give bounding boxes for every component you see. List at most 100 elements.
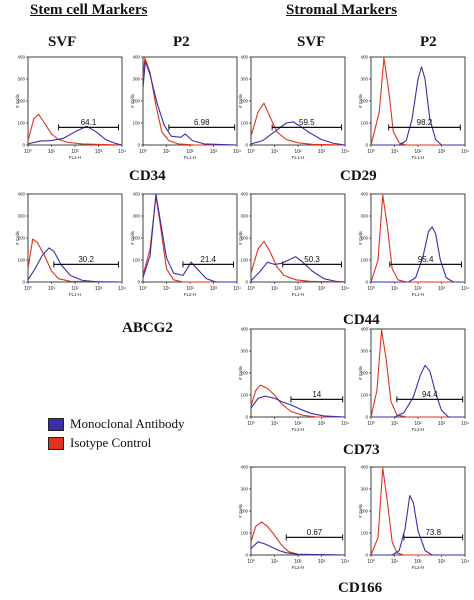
y-tick-label: 400 — [360, 192, 368, 197]
gate-percentage-label: 30.2 — [78, 255, 94, 264]
y-tick-label: 0 — [137, 143, 140, 148]
y-axis-label: # Cells — [358, 365, 363, 380]
x-tick-label: 10⁰ — [367, 286, 375, 292]
x-tick-label: 10¹ — [391, 286, 399, 292]
x-tick-label: 10³ — [438, 149, 446, 155]
gate-percentage-label: 50.3 — [304, 255, 320, 264]
histogram-cd73-svf: 0 100 200 300 400 10⁰ 10¹ 10² 10³ 10⁴ # Cells FL2-H… — [238, 327, 349, 433]
x-tick-label: 10³ — [318, 421, 326, 427]
y-tick-label: 100 — [240, 121, 248, 126]
x-tick-label: 10² — [186, 149, 194, 155]
x-tick-label: 10² — [414, 559, 422, 565]
y-tick-label: 200 — [240, 236, 248, 241]
x-axis-label: FL1-H — [69, 155, 82, 160]
marker-label-cd29: CD29 — [340, 168, 377, 184]
x-tick-label: 10² — [294, 149, 302, 155]
col-label-p2-stem: P2 — [173, 34, 190, 50]
isotype-control-curve — [142, 57, 237, 146]
y-tick-label: 400 — [132, 55, 140, 60]
gate-percentage-label: 94.4 — [422, 390, 438, 399]
y-tick-label: 0 — [365, 143, 368, 148]
x-tick-label: 10⁰ — [247, 149, 255, 155]
marker-label-abcg2: ABCG2 — [122, 320, 173, 336]
x-axis-label: FL1-H — [412, 155, 425, 160]
histogram-cd34-svf: 0 100 200 300 400 10⁰ 10¹ 10² 10³ 10⁴ # Cells FL1-H… — [15, 55, 126, 161]
marker-label-cd166: CD166 — [338, 580, 383, 596]
marker-label-cd73: CD73 — [343, 442, 380, 458]
y-tick-label: 100 — [240, 393, 248, 398]
isotype-control-curve — [142, 195, 237, 283]
x-tick-label: 10² — [414, 286, 422, 292]
y-axis-label: # Cells — [130, 93, 135, 108]
y-tick-label: 0 — [365, 280, 368, 285]
x-tick-label: 10⁰ — [367, 421, 375, 427]
x-tick-label: 10⁰ — [139, 286, 147, 292]
y-tick-label: 0 — [245, 553, 248, 558]
x-tick-label: 10³ — [318, 559, 326, 565]
plot-frame — [370, 56, 466, 146]
y-tick-label: 100 — [17, 258, 25, 263]
x-tick-label: 10¹ — [271, 149, 279, 155]
y-tick-label: 300 — [360, 77, 368, 82]
x-tick-label: 10³ — [95, 286, 103, 292]
y-tick-label: 200 — [132, 99, 140, 104]
x-tick-label: 10³ — [438, 421, 446, 427]
y-tick-label: 400 — [360, 465, 368, 470]
y-tick-label: 100 — [360, 121, 368, 126]
y-tick-label: 100 — [132, 121, 140, 126]
isotype-control-curve — [370, 467, 465, 556]
x-axis-label: FL1-H — [292, 292, 305, 297]
y-tick-label: 300 — [360, 349, 368, 354]
y-tick-label: 200 — [240, 371, 248, 376]
y-tick-label: 400 — [240, 465, 248, 470]
gate-percentage-label: 64.1 — [81, 118, 97, 127]
y-axis-label: # Cells — [358, 93, 363, 108]
x-tick-label: 10⁴ — [233, 286, 241, 292]
plot-frame — [250, 193, 346, 283]
legend-label-monoclonal: Monoclonal Antibody — [70, 416, 185, 431]
monoclonal-antibody-curve — [250, 395, 346, 418]
y-tick-label: 400 — [240, 192, 248, 197]
x-tick-label: 10⁴ — [341, 286, 349, 292]
x-tick-label: 10⁴ — [461, 286, 469, 292]
y-axis-label: # Cells — [238, 503, 243, 518]
y-axis-label: # Cells — [238, 365, 243, 380]
x-tick-label: 10⁰ — [367, 149, 375, 155]
x-tick-label: 10¹ — [48, 286, 56, 292]
isotype-control-curve — [250, 384, 345, 418]
legend-swatch-monoclonal — [48, 417, 64, 431]
plot-frame — [370, 466, 466, 556]
x-tick-label: 10¹ — [391, 421, 399, 427]
monoclonal-antibody-curve — [371, 226, 465, 283]
stem-cell-markers-title: Stem cell Markers — [30, 2, 148, 18]
x-tick-label: 10³ — [438, 559, 446, 565]
y-tick-label: 200 — [240, 509, 248, 514]
y-tick-label: 200 — [360, 236, 368, 241]
gate-percentage-label: 59.5 — [299, 118, 315, 127]
x-tick-label: 10⁰ — [247, 421, 255, 427]
isotype-control-curve — [27, 238, 123, 283]
y-axis-label: # Cells — [130, 230, 135, 245]
isotype-control-curve — [250, 521, 346, 556]
y-tick-label: 0 — [245, 143, 248, 148]
y-axis-label: # Cells — [238, 230, 243, 245]
monoclonal-antibody-curve — [142, 60, 238, 146]
x-tick-label: 10² — [71, 286, 79, 292]
histogram-abcg2-svf: 0 100 200 300 400 10⁰ 10¹ 10² 10³ 10⁴ # Cells FL1-H… — [15, 192, 126, 298]
x-tick-label: 10⁰ — [247, 286, 255, 292]
x-tick-label: 10³ — [318, 149, 326, 155]
y-tick-label: 300 — [132, 214, 140, 219]
marker-label-cd44: CD44 — [343, 312, 380, 328]
col-label-svf-stromal: SVF — [297, 34, 326, 50]
isotype-control-curve — [370, 57, 465, 146]
y-tick-label: 100 — [360, 531, 368, 536]
y-axis-label: # Cells — [15, 93, 20, 108]
monoclonal-antibody-curve — [371, 495, 465, 556]
gate-percentage-label: 6.98 — [194, 118, 210, 127]
x-tick-label: 10¹ — [271, 421, 279, 427]
gate-percentage-label: 14 — [312, 390, 321, 399]
col-label-svf-stem: SVF — [48, 34, 77, 50]
y-tick-label: 100 — [360, 258, 368, 263]
y-tick-label: 300 — [360, 214, 368, 219]
x-tick-label: 10⁰ — [24, 149, 32, 155]
